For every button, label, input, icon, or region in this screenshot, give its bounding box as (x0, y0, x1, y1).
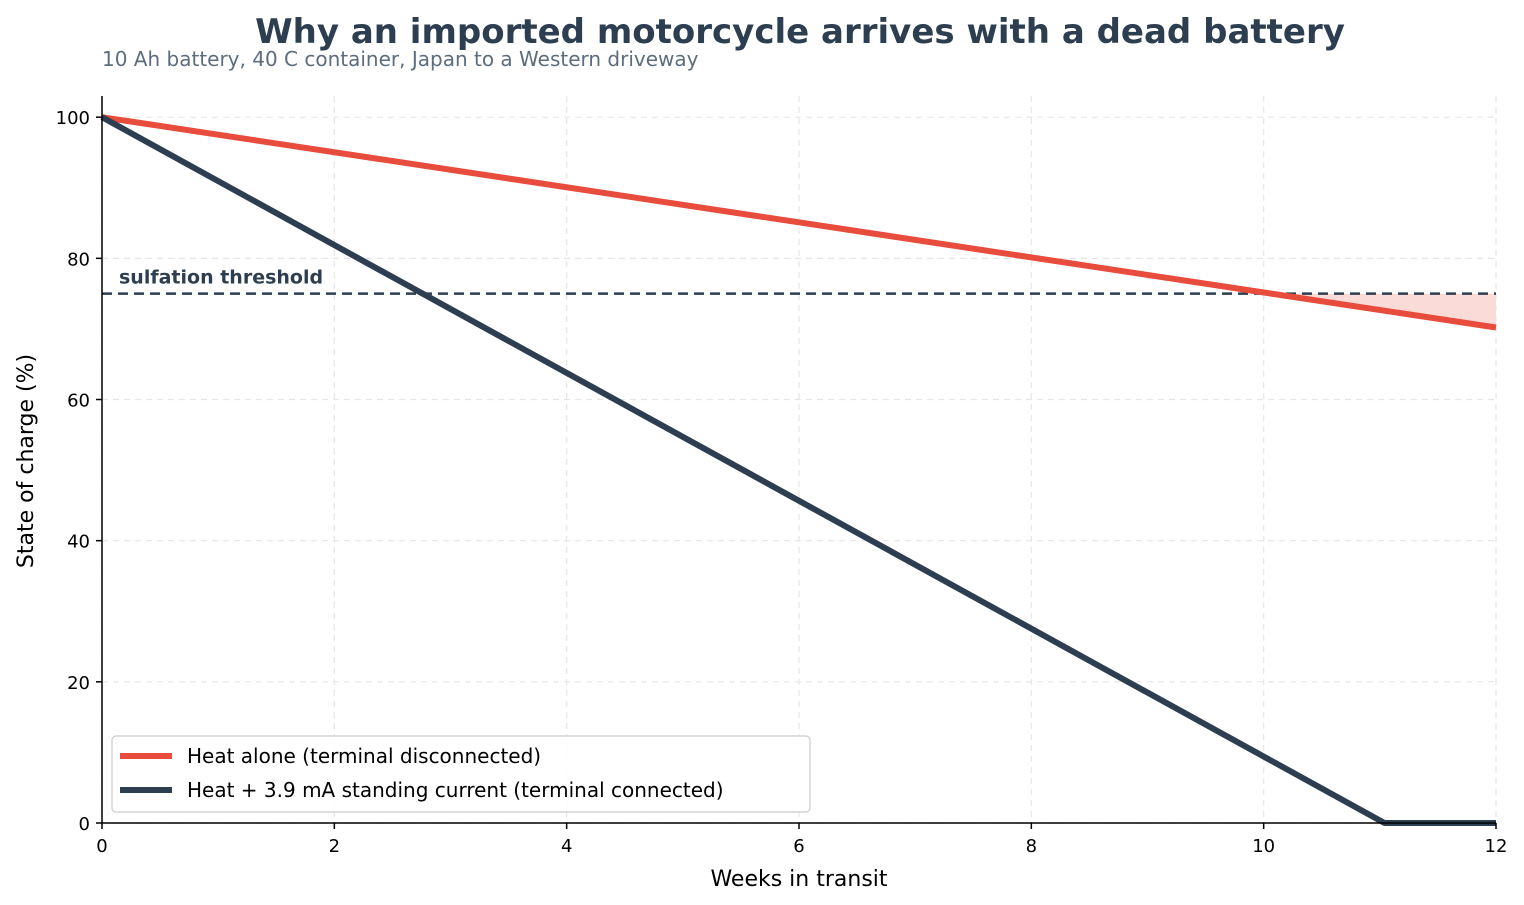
y-tick-label: 40 (67, 532, 90, 553)
legend: Heat alone (terminal disconnected) Heat +… (111, 735, 811, 813)
y-tick-label: 20 (67, 673, 90, 694)
chart-title: Why an imported motorcycle arrives with … (255, 12, 1345, 52)
chart-subtitle: 10 Ah battery, 40 C container, Japan to … (102, 47, 699, 71)
x-tick-label: 10 (1252, 836, 1275, 857)
y-tick-label: 100 (56, 108, 90, 129)
legend-box (111, 735, 811, 813)
y-tick-label: 0 (79, 814, 90, 835)
ticks: 0 2 4 6 8 10 12 0 20 40 60 80 100 (56, 108, 1508, 857)
x-tick-label: 2 (329, 836, 340, 857)
series-line-1 (101, 114, 1497, 331)
x-axis-label: Weeks in transit (710, 867, 887, 892)
y-tick-label: 80 (67, 249, 90, 270)
grid (101, 96, 1497, 824)
x-tick-label: 6 (793, 836, 804, 857)
x-tick-label: 12 (1485, 836, 1508, 857)
shaded-region (1228, 293, 1496, 328)
legend-label: Heat + 3.9 mA standing current (terminal… (187, 778, 724, 802)
x-tick-label: 0 (96, 836, 107, 857)
legend-label: Heat alone (terminal disconnected) (187, 744, 541, 768)
y-tick-label: 60 (67, 391, 90, 412)
x-tick-label: 4 (561, 836, 572, 857)
reference-lines: sulfation threshold (102, 267, 1496, 295)
y-axis-label: State of charge (%) (14, 354, 39, 568)
shaded-area (1228, 293, 1496, 328)
threshold-label: sulfation threshold (119, 267, 323, 289)
x-tick-label: 8 (1026, 836, 1037, 857)
